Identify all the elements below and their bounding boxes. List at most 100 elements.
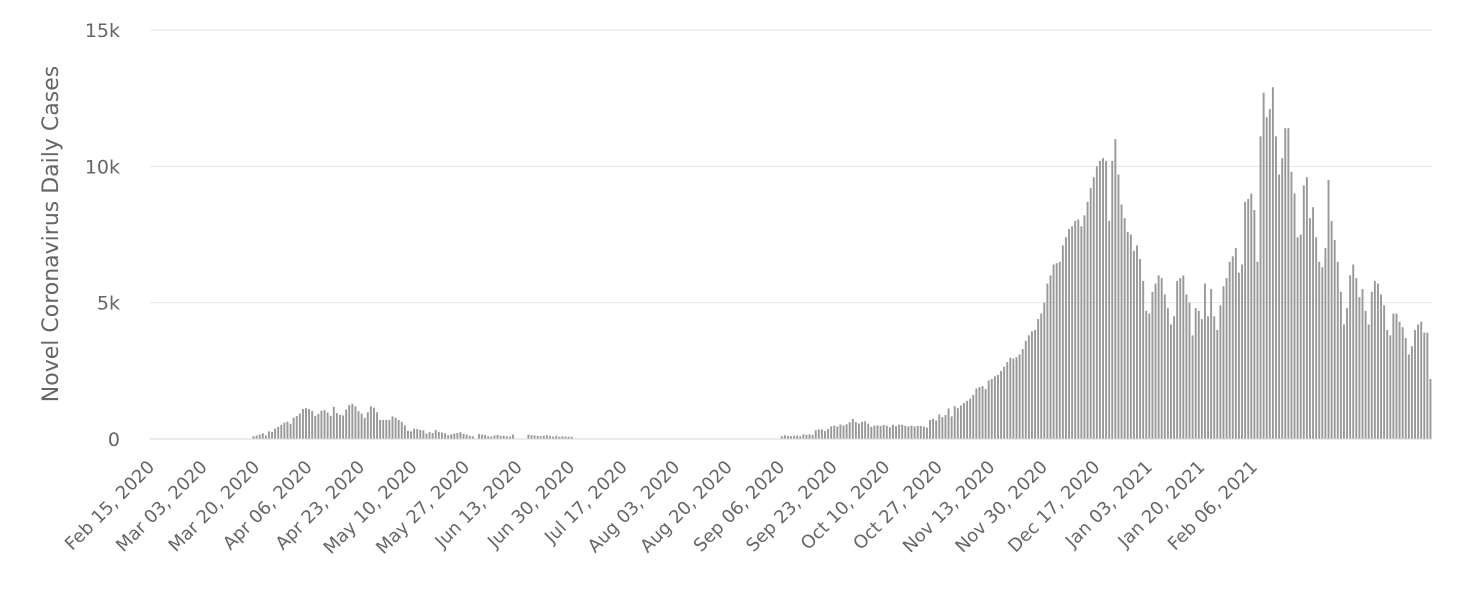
bar bbox=[527, 434, 530, 439]
bar bbox=[1315, 237, 1318, 439]
bar bbox=[1203, 283, 1206, 439]
bar bbox=[1302, 185, 1305, 439]
bar bbox=[833, 425, 836, 439]
bar bbox=[1077, 219, 1080, 439]
bar bbox=[1068, 229, 1070, 439]
bar bbox=[496, 434, 499, 439]
bar bbox=[876, 425, 879, 439]
bar bbox=[267, 431, 270, 439]
bar bbox=[536, 436, 539, 439]
bar bbox=[1034, 329, 1037, 439]
bar bbox=[567, 436, 570, 439]
bar bbox=[1120, 204, 1123, 439]
bar bbox=[981, 386, 984, 439]
bar bbox=[391, 416, 394, 439]
bar bbox=[1092, 177, 1095, 440]
bar bbox=[1123, 218, 1126, 439]
bar bbox=[280, 424, 283, 439]
bar bbox=[1037, 319, 1040, 439]
bar bbox=[919, 425, 922, 439]
bar bbox=[1253, 209, 1256, 439]
bar bbox=[274, 428, 277, 439]
bar bbox=[839, 424, 842, 439]
bar bbox=[406, 430, 409, 439]
x-tick-label: Aug 20, 2020 bbox=[636, 457, 736, 557]
bar bbox=[323, 410, 326, 439]
bar bbox=[450, 434, 453, 439]
bar bbox=[471, 436, 474, 439]
bar bbox=[252, 436, 255, 439]
bar bbox=[1009, 357, 1012, 439]
bar bbox=[1290, 171, 1293, 440]
bar bbox=[1043, 302, 1046, 439]
bar bbox=[376, 412, 379, 439]
bar bbox=[512, 434, 514, 439]
bar bbox=[1259, 136, 1262, 439]
bar bbox=[922, 426, 925, 439]
bar bbox=[1395, 313, 1398, 439]
bar bbox=[542, 435, 545, 439]
bar bbox=[891, 424, 894, 439]
bar bbox=[944, 415, 947, 439]
bar bbox=[1247, 199, 1250, 439]
bar bbox=[969, 398, 972, 439]
bar bbox=[1237, 272, 1240, 439]
bar bbox=[953, 406, 956, 439]
bar bbox=[570, 436, 573, 439]
bar bbox=[1407, 354, 1410, 439]
bar bbox=[851, 418, 854, 439]
bar bbox=[1040, 313, 1043, 439]
bar bbox=[1064, 237, 1067, 439]
y-tick-label: 5k bbox=[97, 293, 120, 315]
bar bbox=[456, 433, 459, 439]
bar bbox=[805, 434, 808, 439]
y-tick-label: 0 bbox=[108, 429, 120, 451]
bar bbox=[802, 434, 805, 439]
bar bbox=[824, 431, 826, 439]
bar bbox=[1003, 366, 1006, 439]
bar bbox=[786, 436, 789, 439]
bar bbox=[910, 425, 913, 439]
bar bbox=[326, 412, 329, 439]
x-tick-label: May 10, 2020 bbox=[320, 457, 422, 559]
bar bbox=[558, 436, 561, 439]
bar bbox=[1271, 87, 1274, 439]
bar bbox=[453, 433, 456, 439]
bar bbox=[419, 430, 422, 439]
bar bbox=[1132, 250, 1135, 439]
bar bbox=[1383, 305, 1386, 439]
bar bbox=[308, 409, 311, 439]
bar bbox=[1339, 291, 1342, 439]
bar bbox=[854, 422, 857, 439]
x-tick-label: Aug 03, 2020 bbox=[584, 457, 684, 557]
bar bbox=[1312, 207, 1315, 439]
bar bbox=[481, 434, 484, 439]
bar bbox=[1281, 158, 1284, 439]
bar bbox=[261, 433, 264, 439]
bar bbox=[1250, 193, 1253, 439]
bar bbox=[1166, 308, 1169, 439]
bar bbox=[1046, 283, 1049, 439]
bar bbox=[898, 424, 901, 439]
bar bbox=[935, 420, 938, 439]
bar bbox=[1145, 310, 1148, 439]
bar bbox=[533, 435, 536, 439]
bar bbox=[858, 423, 860, 439]
bar bbox=[1197, 310, 1200, 439]
bar bbox=[1256, 261, 1259, 439]
bar bbox=[363, 417, 366, 439]
bar bbox=[428, 432, 431, 439]
bar bbox=[947, 408, 950, 439]
x-tick-label: Mar 20, 2020 bbox=[165, 457, 265, 557]
bar bbox=[1071, 226, 1074, 439]
bar bbox=[292, 417, 295, 439]
bar bbox=[780, 436, 783, 439]
bar bbox=[413, 428, 416, 439]
bar bbox=[873, 425, 876, 439]
bar bbox=[885, 425, 888, 439]
bar bbox=[1231, 256, 1234, 439]
bar bbox=[1024, 340, 1027, 439]
bar bbox=[1262, 92, 1265, 440]
bar bbox=[459, 432, 462, 439]
